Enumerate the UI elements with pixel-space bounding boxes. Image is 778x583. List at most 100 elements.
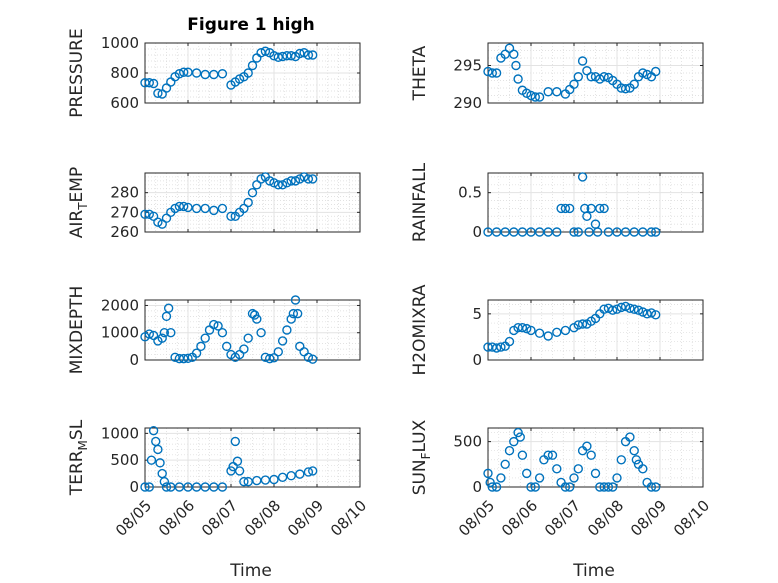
- data-point: [183, 202, 193, 213]
- data-point: [603, 482, 614, 492]
- x-axis-label-left: Time: [229, 561, 272, 581]
- plot-area: [145, 428, 360, 487]
- data-point: [552, 227, 562, 237]
- data-point: [629, 445, 639, 456]
- data-point: [573, 227, 583, 237]
- data-point: [517, 322, 528, 333]
- data-point: [191, 68, 202, 78]
- data-point: [161, 482, 172, 492]
- y-axis-label-base: SUN: [410, 459, 430, 495]
- data-point: [599, 72, 609, 82]
- data-point: [303, 467, 314, 477]
- x-axis-label-right: Time: [572, 561, 615, 581]
- x-tick-label: 08/09: [627, 497, 670, 540]
- data-point: [522, 323, 532, 334]
- y-axis-label: TERRMSL: [67, 419, 90, 496]
- data-point: [530, 482, 540, 492]
- y-axis-label: SUNFLUX: [410, 419, 433, 495]
- y-tick-label: 295: [453, 57, 482, 75]
- data-point: [608, 305, 618, 315]
- data-point: [183, 353, 193, 364]
- data-point: [308, 174, 318, 184]
- x-tick-label: 08/09: [284, 497, 327, 540]
- data-point: [252, 180, 262, 190]
- data-point: [569, 473, 579, 483]
- y-tick-label: 500: [453, 433, 482, 451]
- data-point: [547, 450, 558, 460]
- data-point: [273, 347, 283, 357]
- data-point: [200, 203, 210, 214]
- data-point: [265, 176, 275, 186]
- x-tick-label: 08/10: [670, 497, 713, 540]
- data-point: [616, 455, 626, 465]
- data-point: [513, 74, 523, 84]
- data-point: [308, 50, 318, 60]
- y-axis-label: AIRTEMP: [67, 167, 90, 238]
- data-point: [646, 308, 657, 318]
- y-axis-label-rest: SL: [67, 419, 87, 440]
- y-axis-label-subscript: F: [419, 452, 433, 459]
- y-tick-label: 0: [129, 351, 139, 369]
- plot-area: [488, 428, 703, 487]
- panel-terr-msl: 0 500 1000 08/05 08/06 08/07 08/08 08/09 08/10 TE…: [67, 419, 370, 540]
- data-point: [243, 197, 253, 208]
- y-axis-label-base: H2OMIXRA: [410, 284, 430, 375]
- data-point: [148, 211, 159, 221]
- data-point: [269, 474, 279, 485]
- data-point: [217, 328, 228, 338]
- data-point: [496, 342, 506, 352]
- data-point: [155, 458, 165, 468]
- y-axis-label-subscript: T: [76, 202, 90, 211]
- y-axis-label-base: TERR: [67, 450, 87, 496]
- data-point: [646, 227, 657, 237]
- data-point: [504, 43, 515, 53]
- y-tick-label: 280: [110, 184, 139, 202]
- data-point: [174, 69, 185, 79]
- y-tick-label: 260: [110, 223, 139, 241]
- data-point: [586, 450, 596, 460]
- y-axis-label: MIXDEPTH: [67, 286, 87, 375]
- data-point: [534, 473, 545, 483]
- panel-sun-flux: 0 500 08/05 08/06 08/07 08/08 08/09 08/10 SUNFLU…: [410, 419, 713, 539]
- data-point: [573, 464, 583, 474]
- data-point: [651, 482, 661, 492]
- panel-mixdepth: 0 1000 2000 MIXDEPTH: [67, 286, 361, 375]
- panel-theta: 290 295 THETA: [410, 42, 704, 112]
- data-point: [582, 441, 592, 451]
- data-point: [161, 213, 172, 223]
- data-point: [256, 174, 266, 184]
- data-point: [577, 319, 588, 329]
- y-axis-label-rest: EMP: [67, 167, 87, 203]
- y-axis-label: PRESSURE: [67, 28, 87, 117]
- data-point: [612, 473, 622, 483]
- data-point: [560, 203, 571, 214]
- data-point: [526, 90, 536, 101]
- y-axis-label-subscript: M: [76, 440, 90, 450]
- data-point: [573, 72, 583, 82]
- data-point: [144, 78, 155, 88]
- data-point: [599, 203, 609, 214]
- x-tick-label: 08/08: [584, 497, 627, 540]
- data-point: [247, 60, 258, 71]
- data-point: [153, 444, 163, 455]
- data-point: [543, 450, 553, 460]
- data-point: [631, 455, 642, 465]
- data-point: [646, 482, 657, 492]
- data-point: [256, 328, 266, 338]
- data-point: [577, 172, 588, 182]
- data-point: [273, 180, 283, 190]
- data-point: [620, 84, 631, 94]
- y-tick-label: 0: [472, 223, 482, 241]
- data-point: [487, 68, 497, 78]
- data-point: [157, 219, 167, 229]
- data-point: [485, 477, 495, 488]
- data-point: [651, 310, 661, 320]
- data-point: [226, 211, 236, 221]
- data-point: [217, 482, 228, 492]
- y-tick-label: 800: [110, 64, 139, 82]
- data-point: [534, 92, 545, 102]
- data-point: [166, 328, 176, 338]
- data-point: [286, 471, 296, 481]
- data-point: [161, 83, 172, 93]
- data-point: [277, 180, 288, 190]
